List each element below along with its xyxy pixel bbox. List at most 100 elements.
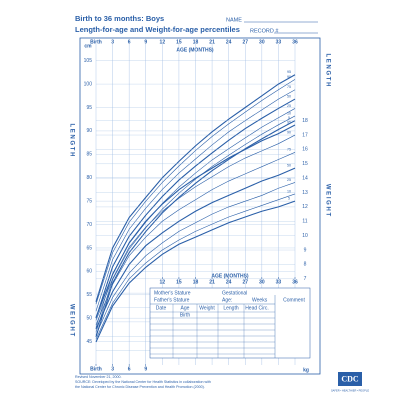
percentile-curve [95, 182, 296, 335]
x-tick-label: 21 [209, 279, 215, 285]
percentile-label: 90 [287, 75, 291, 79]
x-tick-label: 18 [193, 39, 199, 45]
x-tick-label: 27 [242, 279, 248, 285]
percentile-label: 10 [287, 189, 291, 193]
y-tick-label: 80 [86, 175, 92, 181]
y-tick-label: 8 [304, 262, 307, 268]
x-tick-label: 27 [242, 39, 248, 45]
x-tick-label: 36 [292, 279, 298, 285]
percentile-label: 95 [287, 120, 291, 124]
x-tick-label: Birth [90, 39, 102, 45]
x-tick-label: 3 [111, 39, 114, 45]
percentile-curve [95, 134, 296, 321]
x-tick-label: 33 [276, 279, 282, 285]
x-tick-label: 9 [144, 39, 147, 45]
y-tick-label: 13 [302, 190, 308, 196]
y-tick-label: 11 [302, 219, 307, 225]
percentile-label: 5 [288, 116, 290, 120]
percentile-curve [95, 167, 296, 330]
form-weeks: Weeks [252, 297, 268, 303]
subtitle: Length-for-age and Weight-for-age percen… [75, 25, 240, 34]
y-tick-label: 10 [302, 233, 308, 239]
percentile-label: 25 [287, 178, 291, 182]
y-tick-label: 105 [84, 58, 93, 64]
form-gestational: Gestational [222, 290, 247, 296]
percentile-curve [95, 200, 296, 343]
name-label: NAME [226, 17, 242, 23]
percentile-curve [95, 193, 296, 340]
x-tick-label: 21 [209, 39, 215, 45]
form: Mother's Stature Father's Stature Gestat… [149, 287, 311, 359]
percentile-curve [95, 74, 296, 302]
y-tick-label: 65 [86, 245, 92, 251]
form-box [149, 287, 311, 359]
kg-unit: kg [303, 367, 309, 373]
y-tick-label: 50 [86, 316, 92, 322]
percentile-label: 50 [287, 95, 291, 99]
percentile-label: 75 [287, 148, 291, 152]
record-label: RECORD # [250, 28, 279, 34]
x-tick-label: 33 [276, 39, 282, 45]
source: SOURCE: Developed by the National Center… [75, 380, 211, 384]
y-tick-label: 14 [302, 175, 308, 181]
form-father: Father's Stature [154, 297, 190, 303]
source-2: the National Center for Chronic Disease … [75, 385, 205, 389]
x-tick-label: 12 [160, 39, 166, 45]
percentile-label: 25 [287, 104, 291, 108]
percentile-label: 95 [287, 70, 291, 74]
x-tick-label: 18 [193, 279, 199, 285]
form-grid [150, 304, 275, 358]
form-mother: Mother's Stature [154, 290, 191, 296]
x-tick-label: 15 [176, 39, 182, 45]
x-tick-label: 30 [259, 39, 265, 45]
y-tick-label: 55 [86, 292, 92, 298]
y-tick-label: 16 [302, 147, 308, 153]
y-tick-label: 45 [86, 339, 92, 345]
length-side-label-right: L E N G T H [324, 54, 330, 87]
percentile-curve [95, 115, 296, 333]
y-tick-label: 9 [304, 247, 307, 253]
x-tick-label: Birth [90, 366, 102, 372]
percentile-label: 5 [288, 197, 290, 201]
y-tick-label: 75 [86, 198, 92, 204]
logo: CDC [341, 374, 359, 383]
y-tick-label: 12 [302, 204, 308, 210]
y-tick-label: 17 [302, 132, 308, 138]
y-tick-label: 60 [86, 269, 92, 275]
x-tick-label: 9 [144, 366, 147, 372]
revised: Revised November 21, 2000. [75, 375, 122, 379]
logo-box [338, 372, 362, 386]
x-tick-label: 36 [292, 39, 298, 45]
percentile-label: 75 [287, 85, 291, 89]
y-tick-label: 18 [302, 118, 308, 124]
y-tick-label: 90 [86, 128, 92, 134]
y-tick-label: 85 [86, 152, 92, 158]
x-tick-label: 24 [226, 39, 232, 45]
percentile-curve [95, 89, 296, 312]
x-axis-title-top: AGE (MONTHS) [176, 47, 214, 53]
length-side-label: L E N G T H [68, 124, 74, 157]
x-tick-label: 3 [111, 366, 114, 372]
percentile-curve [95, 152, 296, 325]
y-tick-label: 100 [84, 81, 93, 87]
percentile-curve [95, 124, 296, 318]
form-col: Length [223, 305, 239, 311]
x-tick-label: 6 [128, 39, 131, 45]
form-col: Age [181, 305, 190, 311]
percentile-label: 50 [287, 164, 291, 168]
y-tick-label: 7 [304, 276, 307, 282]
weight-side-label-right: W E I G H T [324, 184, 330, 217]
form-birth: Birth [180, 312, 191, 318]
title: Birth to 36 months: Boys [75, 14, 164, 23]
x-tick-label: 6 [128, 366, 131, 372]
percentile-curve [95, 98, 296, 319]
y-tick-label: 15 [302, 161, 308, 167]
x-axis-title-mid: AGE (MONTHS) [211, 273, 249, 279]
percentile-label: 10 [287, 111, 291, 115]
percentile-curve [95, 120, 296, 338]
form-col: Date [156, 305, 167, 311]
y-tick-label: 95 [86, 105, 92, 111]
y-tick-label: 70 [86, 222, 92, 228]
